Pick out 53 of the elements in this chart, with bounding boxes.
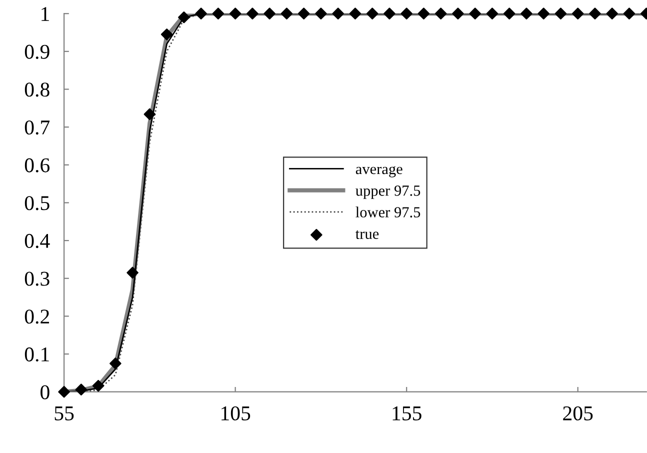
point — [110, 358, 122, 370]
point — [418, 8, 430, 20]
point — [178, 11, 190, 24]
y-tick-label: 0.8 — [24, 82, 50, 97]
point — [486, 8, 498, 20]
point — [315, 8, 327, 20]
point — [349, 8, 362, 20]
point — [434, 8, 447, 20]
y-tick-label: 0.7 — [24, 120, 50, 135]
point — [75, 384, 88, 396]
y-tick-label: 0.1 — [24, 347, 49, 362]
point — [160, 28, 173, 40]
y-tick-label: 0.6 — [24, 158, 50, 172]
point — [195, 8, 207, 20]
legend-label: average — [356, 166, 402, 178]
point — [92, 380, 104, 392]
point — [246, 8, 258, 20]
y-tick-label: 0.2 — [24, 310, 50, 324]
point — [452, 8, 464, 20]
x-tick-label: 155 — [392, 406, 422, 420]
y-tick-label: 0.3 — [24, 272, 50, 286]
point — [366, 8, 378, 20]
point — [589, 8, 601, 20]
point — [280, 8, 293, 20]
point — [212, 8, 224, 20]
y-tick-label: 0 — [40, 385, 50, 400]
point — [126, 266, 138, 279]
point — [298, 8, 310, 20]
point — [606, 8, 618, 20]
y-tick-label: 0.4 — [24, 234, 50, 248]
legend-label: lower 97.5 — [356, 206, 420, 218]
point — [332, 8, 344, 20]
x-tick-label: 55 — [54, 406, 74, 420]
point — [144, 108, 156, 120]
point — [623, 8, 636, 20]
point — [503, 8, 516, 20]
y-tick-label: 0.5 — [24, 196, 50, 210]
legend-label: upper 97.5 — [356, 186, 420, 199]
point — [400, 8, 412, 20]
point — [229, 8, 242, 20]
point — [469, 8, 481, 20]
x-tick-label: 105 — [222, 406, 250, 420]
legend-label: true — [356, 230, 379, 239]
point — [554, 8, 567, 20]
point — [384, 8, 396, 20]
y-tick-label: 1 — [42, 7, 49, 21]
point — [58, 386, 70, 398]
point — [264, 8, 276, 20]
point — [538, 8, 550, 20]
point — [572, 8, 584, 20]
point — [520, 8, 532, 20]
x-tick-label: 205 — [563, 406, 593, 420]
y-tick-label: 0.9 — [24, 44, 50, 59]
